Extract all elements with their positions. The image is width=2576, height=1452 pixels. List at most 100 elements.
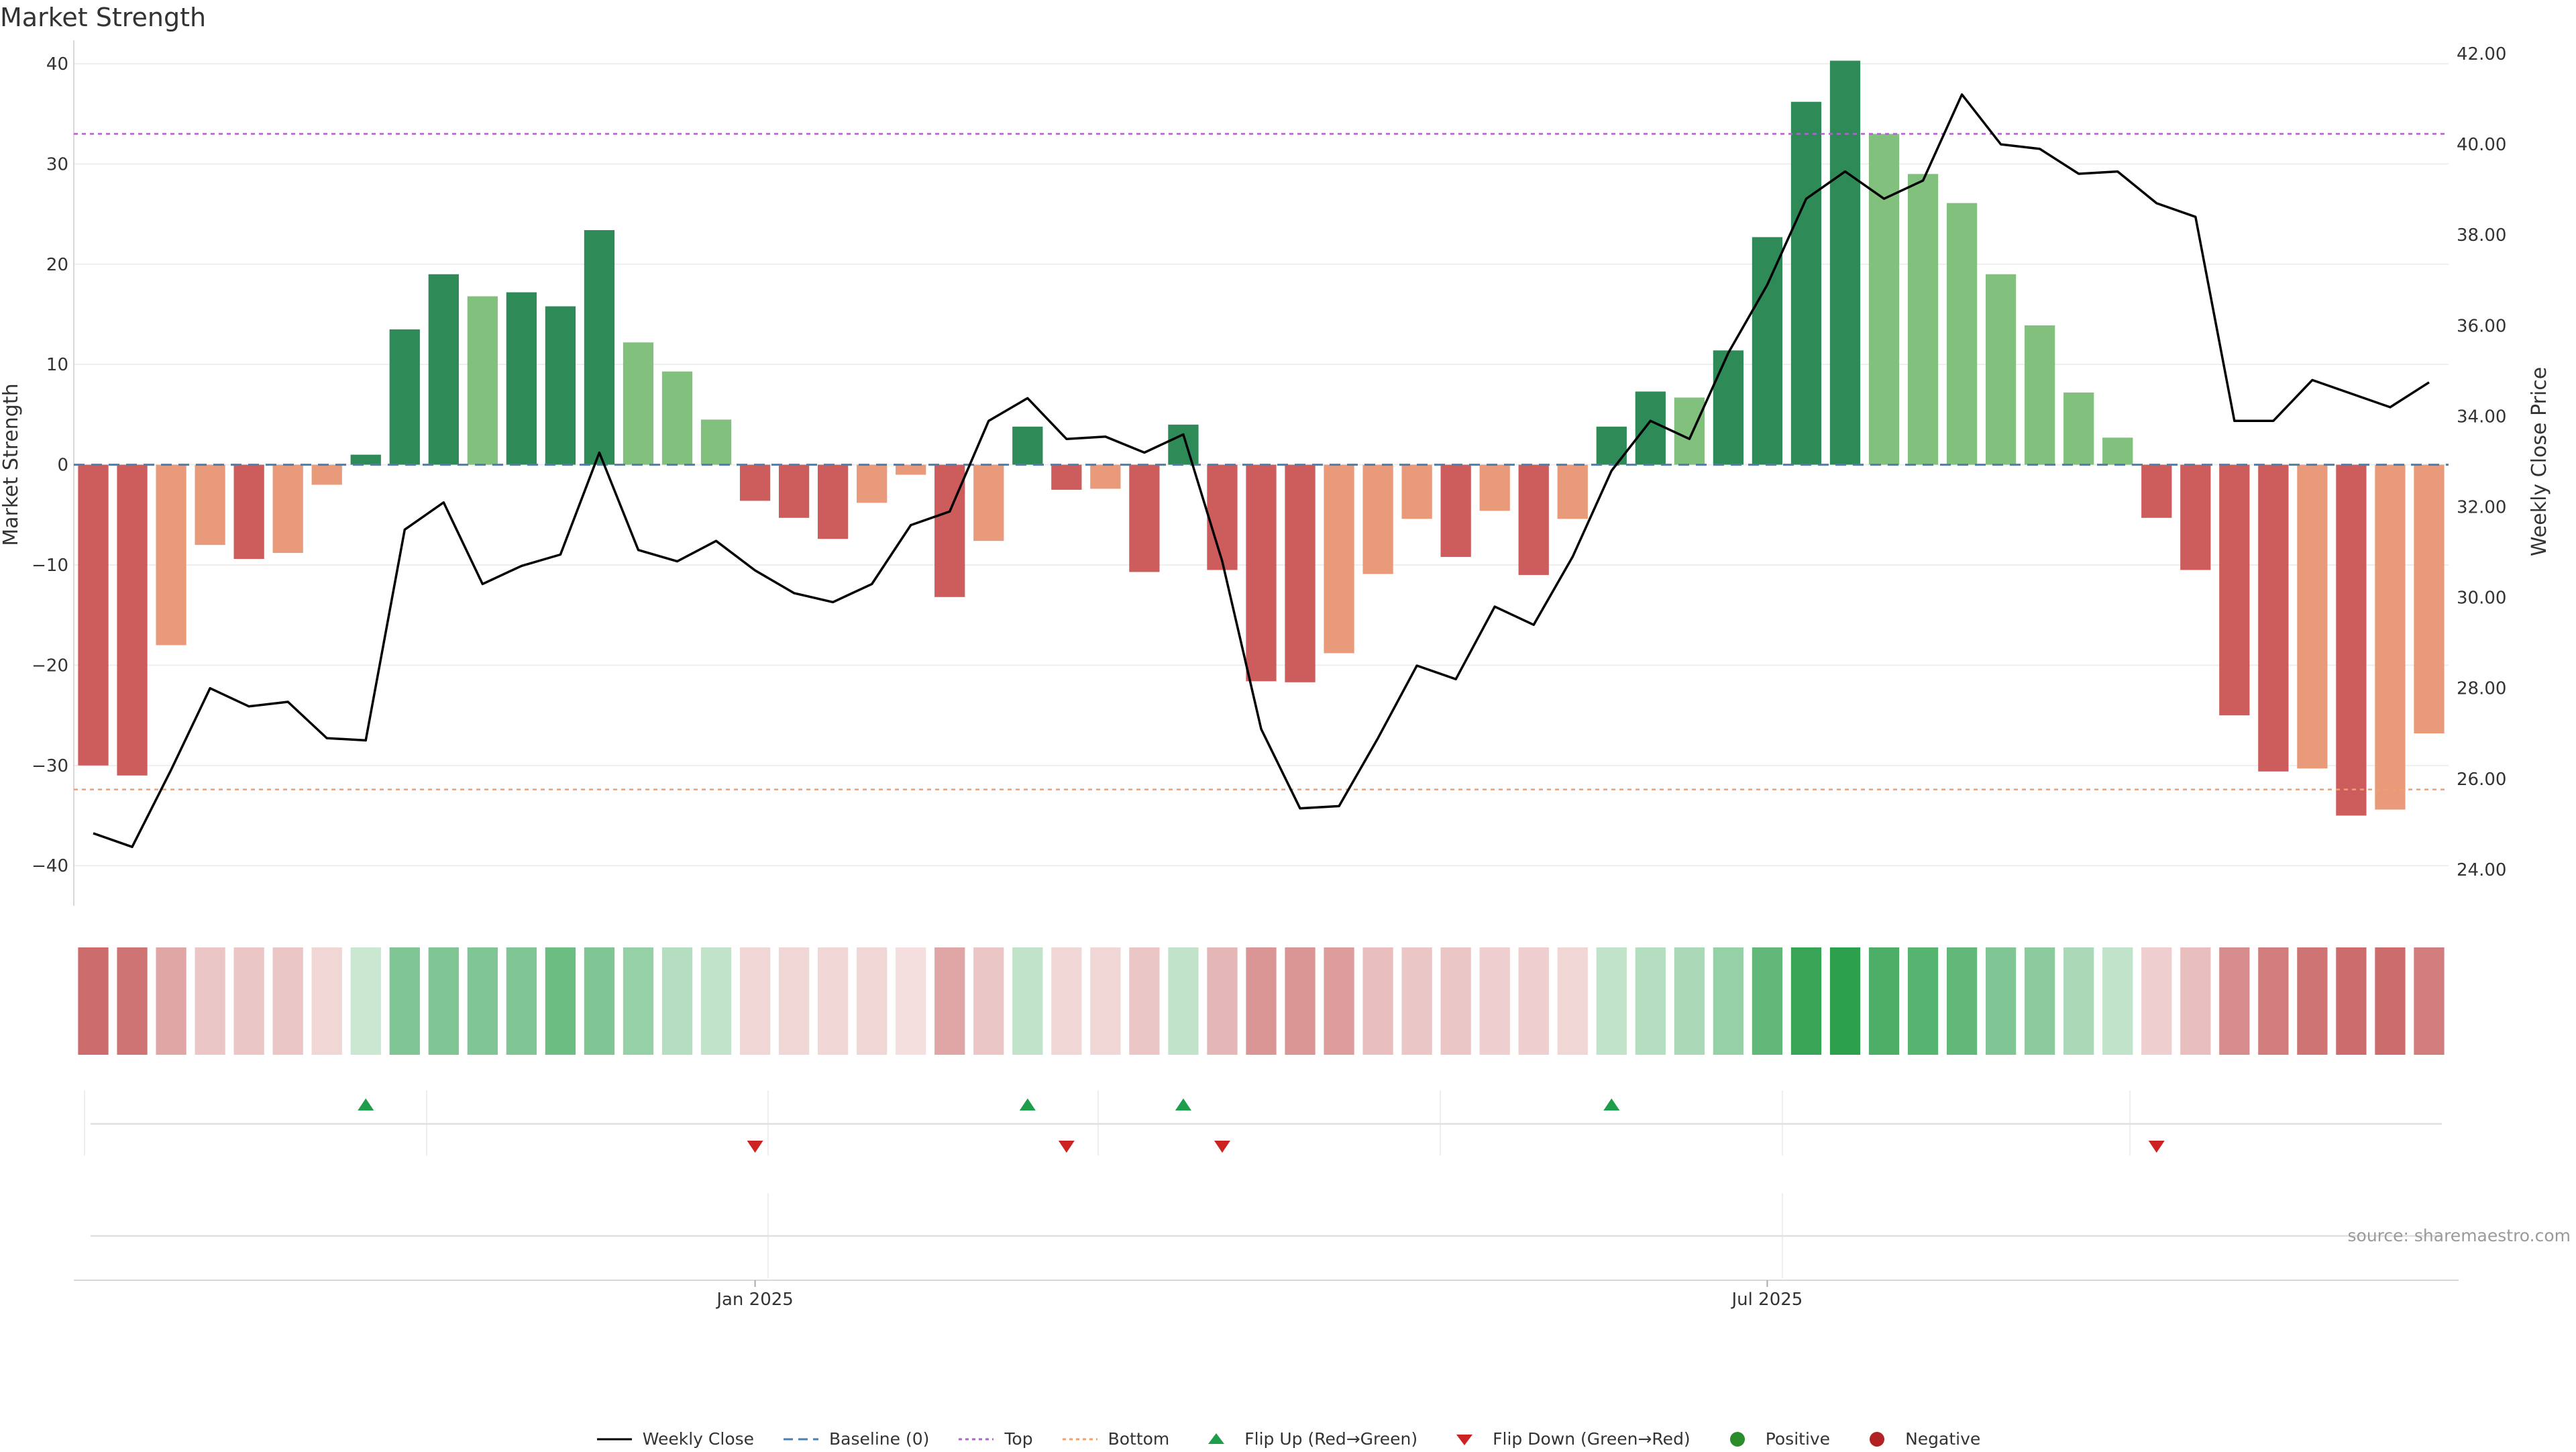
strength-bar [1518,464,1549,575]
strength-strip-cell [2414,947,2445,1055]
strength-strip-cell [428,947,459,1055]
strength-bar [1362,464,1393,574]
x-tick-label: Jul 2025 [1731,1290,1803,1310]
strength-strip-cell [818,947,849,1055]
legend-item-close: Weekly Close [596,1429,754,1449]
y2-tick-label: 28.00 [2457,679,2506,699]
strength-bar [661,371,693,465]
strength-strip-cell [506,947,537,1055]
strength-strip-cell [311,947,342,1055]
strength-bar [973,464,1004,541]
strength-bar [2063,393,2094,465]
legend-label: Negative [1905,1429,1981,1449]
strength-strip-cell [1362,947,1393,1055]
strength-strip-cell [857,947,888,1055]
strength-bar [2219,464,2250,716]
strength-strip-cell [1868,947,1900,1055]
strength-strip-cell [1129,947,1160,1055]
legend-item-positive: Positive [1719,1429,1830,1449]
strength-bar [1168,424,1199,465]
flip-down-marker [2148,1141,2165,1153]
y2-tick-label: 30.00 [2457,588,2506,609]
strength-strip-cell [584,947,615,1055]
strength-strip-cell [1713,947,1744,1055]
legend-symbol-flip_up [1197,1431,1235,1448]
strength-strip-cell [1635,947,1666,1055]
y-tick-label: 30 [46,154,68,174]
strength-bar [233,464,264,560]
strength-bar [2102,437,2133,465]
strength-bar [2375,464,2406,810]
strength-strip-cell [2063,947,2094,1055]
flip-down-marker [747,1141,763,1153]
strength-strip-cell [1246,947,1277,1055]
y-tick-label: 20 [46,255,68,275]
strength-bar [818,464,849,539]
strength-strip-cell [1752,947,1783,1055]
x-tick-label: Jan 2025 [715,1290,794,1310]
strength-bar [78,464,109,766]
strength-strip-cell [623,947,654,1055]
strength-bar [584,229,615,465]
y-axis-title: Market Strength [0,383,23,546]
strength-bar [1440,464,1471,558]
strength-strip-cell [350,947,381,1055]
strength-bar [1674,397,1705,465]
y-tick-label: 0 [57,456,68,476]
strength-bar [778,464,810,518]
strength-bar [2336,464,2367,816]
strength-strip-cell [1090,947,1121,1055]
strength-bar [1946,203,1978,465]
strength-bar [1713,350,1744,465]
strength-bar [350,454,381,465]
strength-bar [1129,464,1160,572]
strength-strip-cell [1168,947,1199,1055]
strength-strip-cell [2297,947,2328,1055]
strength-strip-cell [973,947,1004,1055]
y-tick-label: 40 [46,54,68,74]
strength-strip-cell [739,947,771,1055]
strength-bar [156,464,186,645]
strength-bar [545,306,576,465]
strength-bar [1246,464,1277,682]
strength-strip-cell [2141,947,2172,1055]
y2-axis-title: Weekly Close Price [2528,367,2551,556]
y2-tick-label: 24.00 [2457,860,2506,880]
legend-label: Baseline (0) [829,1429,930,1449]
source-note: source: sharemaestro.com [2347,1226,2571,1245]
strength-strip-cell [117,947,148,1055]
strength-bar [857,464,888,503]
strength-strip-cell [78,947,109,1055]
strength-strip-cell [1946,947,1978,1055]
legend-symbol-negative [1858,1431,1896,1448]
y2-tick-label: 38.00 [2457,225,2506,246]
strength-bar [1401,464,1432,519]
strength-bar [700,419,732,465]
legend-symbol-top [957,1431,995,1448]
legend-symbol-flip_down [1446,1431,1483,1448]
strength-strip-cell [896,947,926,1055]
strength-strip-cell [1790,947,1822,1055]
strength-bar [1324,464,1354,654]
strength-bar [1985,274,2017,465]
strength-strip-cell [1518,947,1549,1055]
legend-label: Positive [1765,1429,1831,1449]
strength-strip-cell [233,947,264,1055]
strength-strip-cell [2025,947,2055,1055]
strength-bar [623,342,654,465]
strength-strip-cell [1557,947,1588,1055]
strength-bar [739,464,771,501]
y2-tick-label: 36.00 [2457,316,2506,336]
strength-strip-cell [2375,947,2406,1055]
strength-strip-cell [156,947,186,1055]
legend-item-flip_down: Flip Down (Green→Red) [1446,1429,1690,1449]
strength-bar [117,464,148,776]
strength-bar [1207,464,1238,570]
strength-bar [1090,464,1121,489]
strength-strip-cell [2180,947,2211,1055]
strength-bar [2414,464,2445,734]
chart-title: Market Strength [0,3,207,32]
y2-tick-label: 32.00 [2457,498,2506,518]
y-tick-label: −20 [32,656,68,676]
